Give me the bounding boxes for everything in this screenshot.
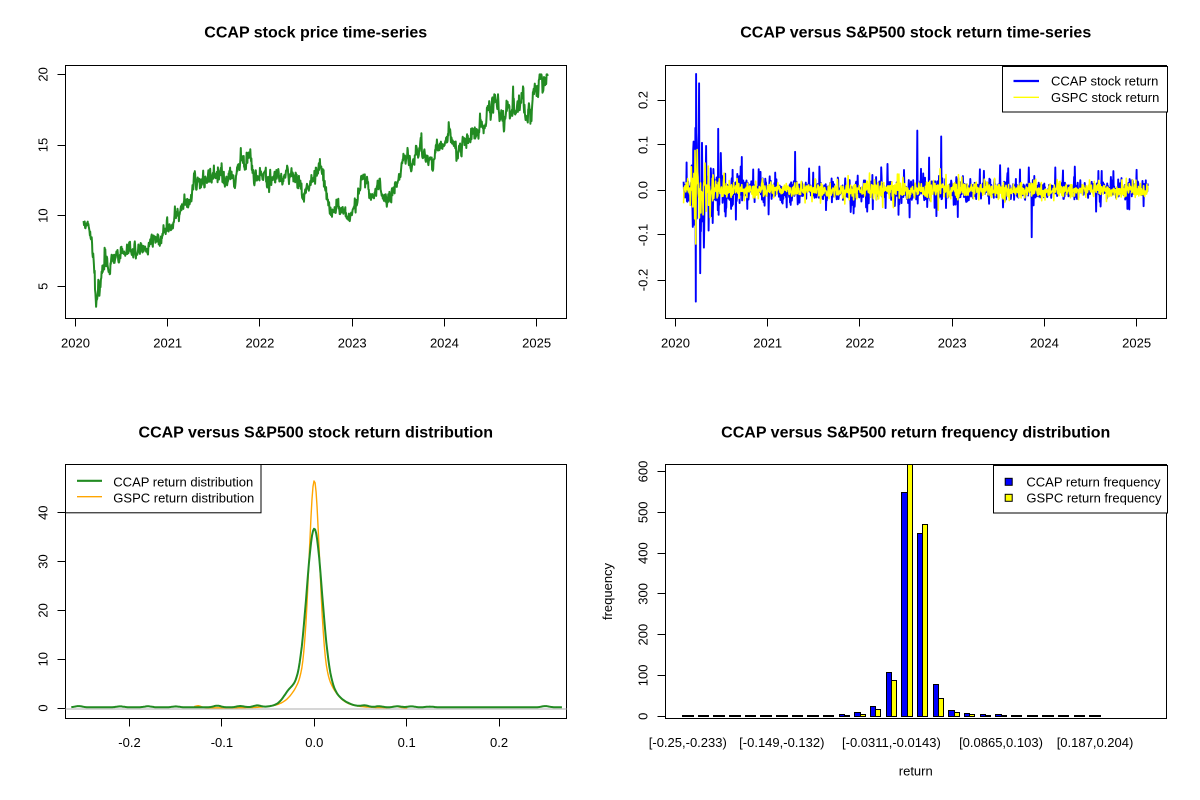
- svg-text:0: 0: [636, 713, 651, 720]
- svg-text:200: 200: [636, 624, 651, 646]
- svg-text:0.2: 0.2: [490, 735, 508, 750]
- svg-text:return: return: [899, 764, 933, 779]
- svg-text:0.2: 0.2: [636, 91, 651, 109]
- svg-text:CCAP return distribution: CCAP return distribution: [113, 474, 253, 489]
- svg-text:[-0.25,-0.233): [-0.25,-0.233): [649, 735, 727, 750]
- svg-text:-0.2: -0.2: [636, 269, 651, 291]
- svg-text:15: 15: [36, 138, 51, 152]
- svg-text:2022: 2022: [845, 336, 874, 351]
- svg-text:0: 0: [36, 704, 51, 711]
- svg-text:GSPC return frequency: GSPC return frequency: [1026, 490, 1162, 505]
- svg-text:CCAP stock price time-series: CCAP stock price time-series: [204, 25, 427, 42]
- svg-text:0.0: 0.0: [305, 735, 323, 750]
- svg-text:10: 10: [36, 208, 51, 222]
- svg-text:600: 600: [636, 461, 651, 483]
- svg-text:CCAP return frequency: CCAP return frequency: [1026, 474, 1161, 489]
- svg-text:GSPC return distribution: GSPC return distribution: [113, 490, 254, 505]
- svg-text:0.0: 0.0: [636, 181, 651, 199]
- svg-text:-0.1: -0.1: [636, 224, 651, 246]
- svg-text:30: 30: [36, 554, 51, 568]
- svg-text:2023: 2023: [938, 336, 967, 351]
- svg-text:2022: 2022: [245, 336, 274, 351]
- svg-text:2023: 2023: [338, 336, 367, 351]
- svg-text:[-0.0311,-0.0143): [-0.0311,-0.0143): [842, 735, 941, 750]
- svg-text:CCAP stock return: CCAP stock return: [1051, 74, 1158, 89]
- svg-text:2021: 2021: [753, 336, 782, 351]
- svg-text:[-0.149,-0.132): [-0.149,-0.132): [739, 735, 824, 750]
- svg-text:CCAP versus S&P500 stock retur: CCAP versus S&P500 stock return time-ser…: [740, 25, 1091, 42]
- svg-text:10: 10: [36, 652, 51, 666]
- svg-text:400: 400: [636, 542, 651, 564]
- svg-text:[0.0865,0.103): [0.0865,0.103): [959, 735, 1043, 750]
- svg-text:40: 40: [36, 505, 51, 519]
- svg-text:2025: 2025: [522, 336, 551, 351]
- svg-text:20: 20: [36, 67, 51, 81]
- svg-text:2025: 2025: [1122, 336, 1151, 351]
- svg-text:-0.2: -0.2: [118, 735, 140, 750]
- svg-text:[0.187,0.204): [0.187,0.204): [1057, 735, 1134, 750]
- svg-text:0.1: 0.1: [398, 735, 416, 750]
- svg-text:2024: 2024: [430, 336, 459, 351]
- svg-text:2020: 2020: [61, 336, 90, 351]
- svg-text:100: 100: [636, 665, 651, 687]
- svg-text:-0.1: -0.1: [211, 735, 233, 750]
- svg-text:CCAP versus S&P500 stock retur: CCAP versus S&P500 stock return distribu…: [139, 425, 493, 442]
- svg-text:CCAP versus S&P500 return freq: CCAP versus S&P500 return frequency dist…: [721, 425, 1110, 442]
- svg-text:5: 5: [36, 283, 51, 290]
- svg-text:2024: 2024: [1030, 336, 1059, 351]
- svg-text:300: 300: [636, 583, 651, 605]
- svg-text:500: 500: [636, 501, 651, 523]
- svg-text:0.1: 0.1: [636, 136, 651, 154]
- svg-text:GSPC stock return: GSPC stock return: [1051, 90, 1159, 105]
- svg-text:2020: 2020: [661, 336, 690, 351]
- svg-text:2021: 2021: [153, 336, 182, 351]
- svg-text:frequency: frequency: [600, 562, 615, 620]
- svg-text:20: 20: [36, 603, 51, 617]
